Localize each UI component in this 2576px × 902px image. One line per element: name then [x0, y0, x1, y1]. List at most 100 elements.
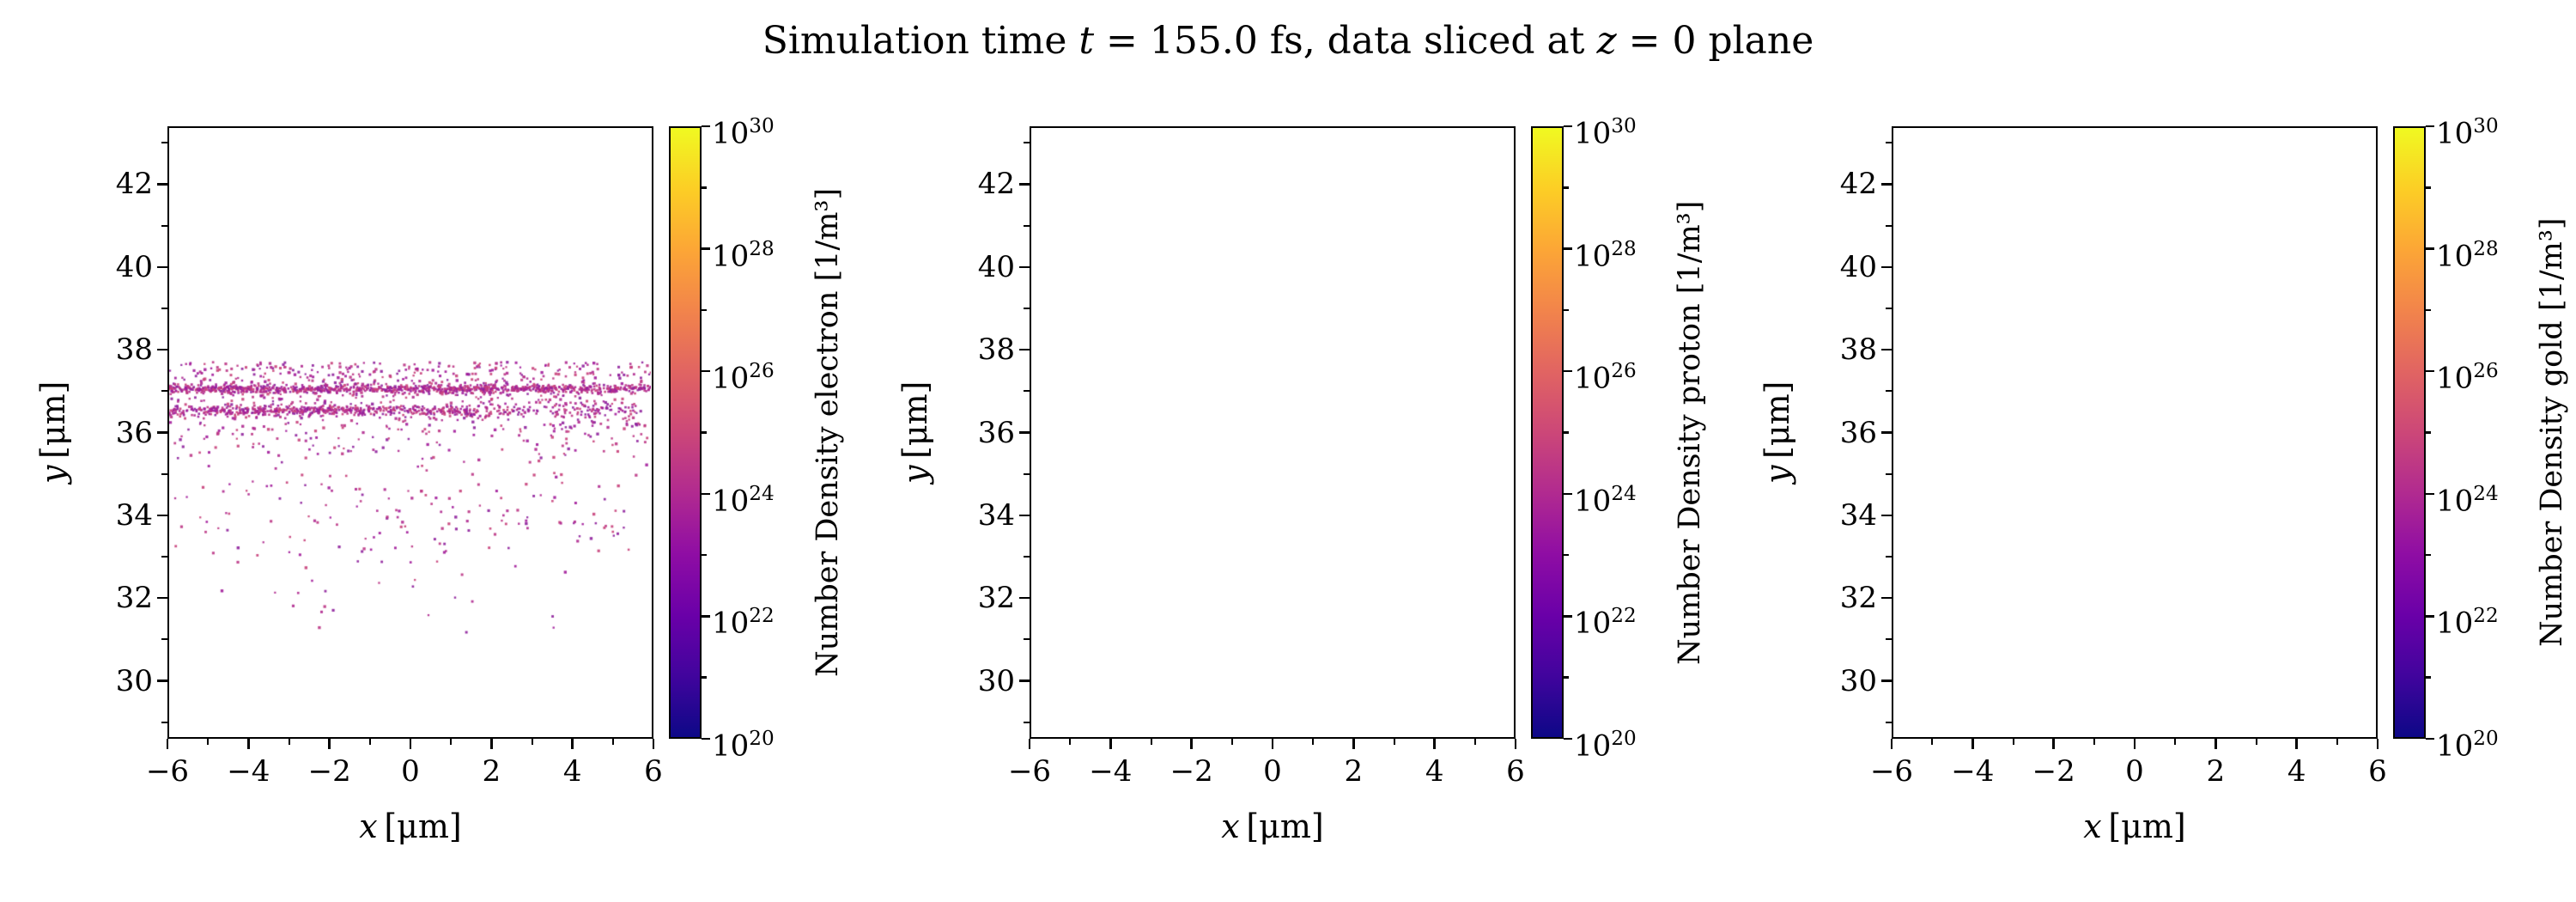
colorbar-tick-label: 1026: [712, 360, 775, 396]
y-minor-tick: [1886, 721, 1892, 723]
x-minor-tick: [1230, 739, 1233, 745]
y-tick-label: 34: [115, 497, 153, 533]
x-tick: [166, 739, 169, 749]
x-axis-unit: [μm]: [1246, 808, 1324, 845]
x-tick-label: 4: [562, 754, 582, 789]
colorbar-tick-label: 1030: [712, 115, 775, 151]
colorbar-minor-tick: [1564, 308, 1569, 312]
y-tick: [157, 596, 167, 600]
colorbar-tick-label: 1028: [2436, 237, 2499, 273]
x-tick: [490, 739, 493, 749]
colorbar-minor-tick: [2426, 308, 2431, 312]
y-tick-label: 30: [977, 663, 1015, 698]
colorbar-tick-label: 1030: [2436, 115, 2499, 151]
colorbar-minor-tick: [1564, 553, 1569, 557]
x-minor-tick: [450, 739, 453, 745]
colorbar-label-proton: Number Density proton [1/m³]: [1673, 200, 1707, 665]
colorbar-tick: [702, 369, 710, 373]
x-minor-tick: [2012, 739, 2014, 745]
title-var-z: z: [1596, 19, 1617, 63]
x-tick-label: −2: [1170, 754, 1213, 789]
y-minor-tick: [1024, 472, 1030, 475]
x-tick: [1352, 739, 1355, 749]
y-tick: [157, 348, 167, 351]
x-minor-tick: [1393, 739, 1395, 745]
y-tick-label: 36: [977, 415, 1015, 450]
y-tick-label: 42: [977, 167, 1015, 202]
x-tick: [409, 739, 412, 749]
y-tick-label: 40: [1839, 249, 1877, 284]
colorbar-minor-tick: [702, 676, 707, 679]
plot-area-proton: [1030, 126, 1516, 739]
colorbar-tick: [2426, 369, 2434, 373]
y-tick-label: 32: [977, 581, 1015, 616]
colorbar-tick: [2426, 492, 2434, 496]
x-tick: [571, 739, 574, 749]
title-text: Simulation time: [762, 19, 1079, 63]
y-tick-label: 38: [977, 332, 1015, 368]
y-axis-var: y: [1759, 465, 1796, 485]
y-minor-tick: [1886, 390, 1892, 393]
colorbar-tick: [702, 737, 710, 740]
colorbar-tick: [1564, 737, 1572, 740]
y-tick-label: 34: [1839, 497, 1877, 533]
y-minor-tick: [1024, 224, 1030, 227]
x-minor-tick: [207, 739, 210, 745]
scatter-canvas-gold: [1893, 128, 2151, 257]
colorbar-tick-label: 1022: [1574, 605, 1637, 641]
x-axis-var: x: [359, 808, 378, 845]
y-minor-tick: [161, 721, 167, 723]
x-tick: [1271, 739, 1274, 749]
colorbar-tick: [702, 615, 710, 618]
x-tick: [1514, 739, 1517, 749]
y-minor-tick: [1886, 638, 1892, 641]
x-minor-tick: [2093, 739, 2095, 745]
x-minor-tick: [531, 739, 533, 745]
colorbar-tick-label: 1028: [1574, 237, 1637, 273]
x-minor-tick: [2174, 739, 2177, 745]
colorbar-minor-tick: [2426, 186, 2431, 189]
colorbar-tick: [2426, 247, 2434, 250]
y-tick-label: 40: [115, 249, 153, 284]
colorbar-tick: [1564, 125, 1572, 128]
x-minor-tick: [288, 739, 290, 745]
y-minor-tick: [1024, 142, 1030, 144]
x-axis-var: x: [2083, 808, 2102, 845]
colorbar-gold: [2393, 126, 2426, 739]
colorbar-tick-label: 1024: [1574, 482, 1637, 519]
x-minor-tick: [1312, 739, 1315, 745]
x-tick: [1109, 739, 1112, 749]
y-minor-tick: [1886, 556, 1892, 558]
x-tick-label: −6: [145, 754, 190, 789]
x-minor-tick: [368, 739, 371, 745]
y-minor-tick: [1024, 556, 1030, 558]
colorbar-tick-label: 1022: [712, 605, 775, 641]
x-tick-label: 0: [401, 754, 420, 789]
colorbar-minor-tick: [702, 186, 707, 189]
colorbar-label-gold: Number Density gold [1/m³]: [2535, 217, 2569, 648]
y-tick: [1019, 680, 1030, 682]
colorbar-minor-tick: [702, 553, 707, 557]
y-minor-tick: [1024, 638, 1030, 641]
y-tick-label: 42: [115, 167, 153, 202]
plot-area-gold: [1892, 126, 2378, 739]
x-axis-label: x [μm]: [167, 808, 653, 845]
x-minor-tick: [1069, 739, 1072, 745]
colorbar-tick: [702, 125, 710, 128]
y-minor-tick: [161, 142, 167, 144]
y-tick: [1019, 183, 1030, 186]
colorbar-tick: [1564, 615, 1572, 618]
x-axis-label: x [μm]: [1030, 808, 1516, 845]
panel-gold: y [μm] x [μm] Number Density gold [1/m³]…: [1724, 0, 2576, 902]
x-tick-label: −4: [1951, 754, 1995, 789]
y-tick: [1019, 265, 1030, 269]
colorbar-tick: [702, 247, 710, 250]
y-tick: [1881, 596, 1892, 600]
y-minor-tick: [1024, 307, 1030, 309]
y-tick: [157, 431, 167, 434]
y-tick-label: 38: [115, 332, 153, 368]
colorbar-label-electron: Number Density electron [1/m³]: [811, 187, 845, 678]
y-tick: [1019, 348, 1030, 351]
colorbar-minor-tick: [1564, 431, 1569, 434]
